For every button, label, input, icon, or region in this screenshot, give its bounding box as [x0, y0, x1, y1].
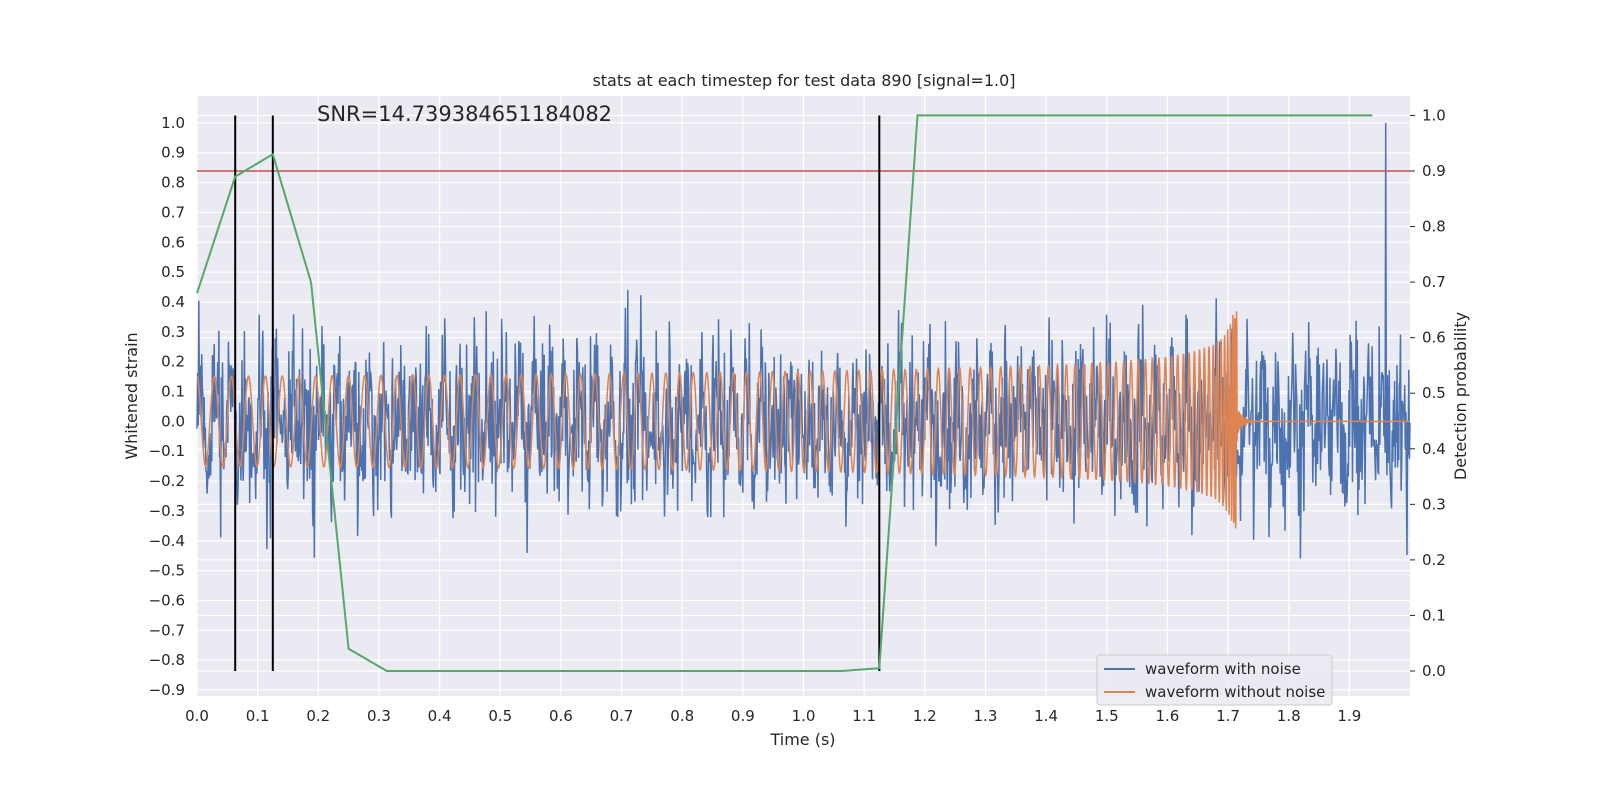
x-tick-label: 1.9	[1337, 707, 1361, 725]
legend: waveform with noise waveform without noi…	[1096, 654, 1333, 706]
snr-annotation: SNR=14.739384651184082	[317, 102, 612, 126]
left-tick-label: 0.2	[161, 353, 185, 371]
x-tick-label: 1.5	[1095, 707, 1119, 725]
x-axis-label: Time (s)	[769, 730, 835, 749]
right-tick-label: 0.6	[1422, 329, 1446, 347]
x-axis-ticks: 0.0 0.1 0.2 0.3 0.4 0.5 0.6 0.7 0.8 0.9 1.0 1.1 1.2 1…	[185, 707, 1361, 725]
left-tick-label: 0.6	[161, 233, 185, 251]
left-tick-label: 0.9	[161, 144, 185, 162]
right-tick-label: 0.2	[1422, 551, 1446, 569]
x-tick-label: 1.7	[1216, 707, 1240, 725]
chart-title: stats at each timestep for test data 890…	[592, 71, 1015, 90]
left-tick-label: 0.5	[161, 263, 185, 281]
left-tick-label: 0.1	[161, 383, 185, 401]
left-tick-label: −0.7	[149, 621, 185, 639]
left-tick-label: 0.3	[161, 323, 185, 341]
right-tick-label: 0.4	[1422, 440, 1446, 458]
right-tick-label: 0.0	[1422, 662, 1446, 680]
x-tick-label: 0.7	[610, 707, 634, 725]
x-tick-label: 0.0	[185, 707, 209, 725]
legend-label-clean: waveform without noise	[1145, 683, 1325, 701]
right-tick-label: 0.1	[1422, 606, 1446, 624]
left-tick-label: −0.9	[149, 681, 185, 699]
x-tick-label: 0.6	[549, 707, 573, 725]
detection-markers	[234, 115, 881, 671]
x-tick-label: 0.4	[428, 707, 452, 725]
waveform-without-noise-line	[196, 311, 1410, 529]
y-axis-label-left: Whitened strain	[122, 332, 141, 459]
right-tick-label: 0.9	[1422, 162, 1446, 180]
right-tick-label: 0.5	[1422, 384, 1446, 402]
legend-box	[1096, 654, 1333, 706]
x-tick-label: 0.3	[367, 707, 391, 725]
series-layer	[196, 114, 1411, 672]
x-tick-label: 0.1	[246, 707, 270, 725]
x-tick-label: 1.4	[1034, 707, 1058, 725]
x-tick-label: 1.1	[852, 707, 876, 725]
right-tick-label: 0.7	[1422, 273, 1446, 291]
grid-lines	[196, 96, 1410, 696]
left-tick-label: −0.2	[149, 472, 185, 490]
x-tick-label: 1.8	[1277, 707, 1301, 725]
left-tick-label: 0.0	[161, 412, 185, 430]
left-tick-label: −0.5	[149, 562, 185, 580]
right-tick-label: 0.8	[1422, 218, 1446, 236]
x-tick-label: 1.2	[913, 707, 937, 725]
left-tick-label: −0.6	[149, 591, 185, 609]
detection-probability-line	[196, 114, 1373, 672]
x-tick-label: 1.0	[792, 707, 816, 725]
x-tick-label: 0.9	[731, 707, 755, 725]
left-tick-label: −0.1	[149, 442, 185, 460]
left-tick-label: 0.4	[161, 293, 185, 311]
left-tick-label: 0.7	[161, 203, 185, 221]
left-tick-label: −0.8	[149, 651, 185, 669]
right-tick-label: 0.3	[1422, 495, 1446, 513]
x-tick-label: 1.6	[1155, 707, 1179, 725]
legend-label-noisy: waveform with noise	[1145, 660, 1301, 678]
x-tick-label: 0.5	[488, 707, 512, 725]
left-tick-label: 1.0	[161, 114, 185, 132]
right-tick-label: 1.0	[1422, 106, 1446, 124]
y-axis-label-right: Detection probability	[1451, 312, 1470, 480]
right-axis-ticks: 1.0 0.9 0.8 0.7 0.6 0.5 0.4 0.3 0.2 0.1 0.0	[1410, 106, 1446, 680]
x-tick-label: 1.3	[974, 707, 998, 725]
left-tick-label: −0.3	[149, 502, 185, 520]
left-tick-label: 0.8	[161, 174, 185, 192]
x-tick-label: 0.8	[670, 707, 694, 725]
x-tick-label: 0.2	[306, 707, 330, 725]
left-axis-ticks: 1.0 0.9 0.8 0.7 0.6 0.5 0.4 0.3 0.2 0.1 0.0 −0.1 −0.…	[149, 114, 185, 699]
left-tick-label: −0.4	[149, 532, 185, 550]
